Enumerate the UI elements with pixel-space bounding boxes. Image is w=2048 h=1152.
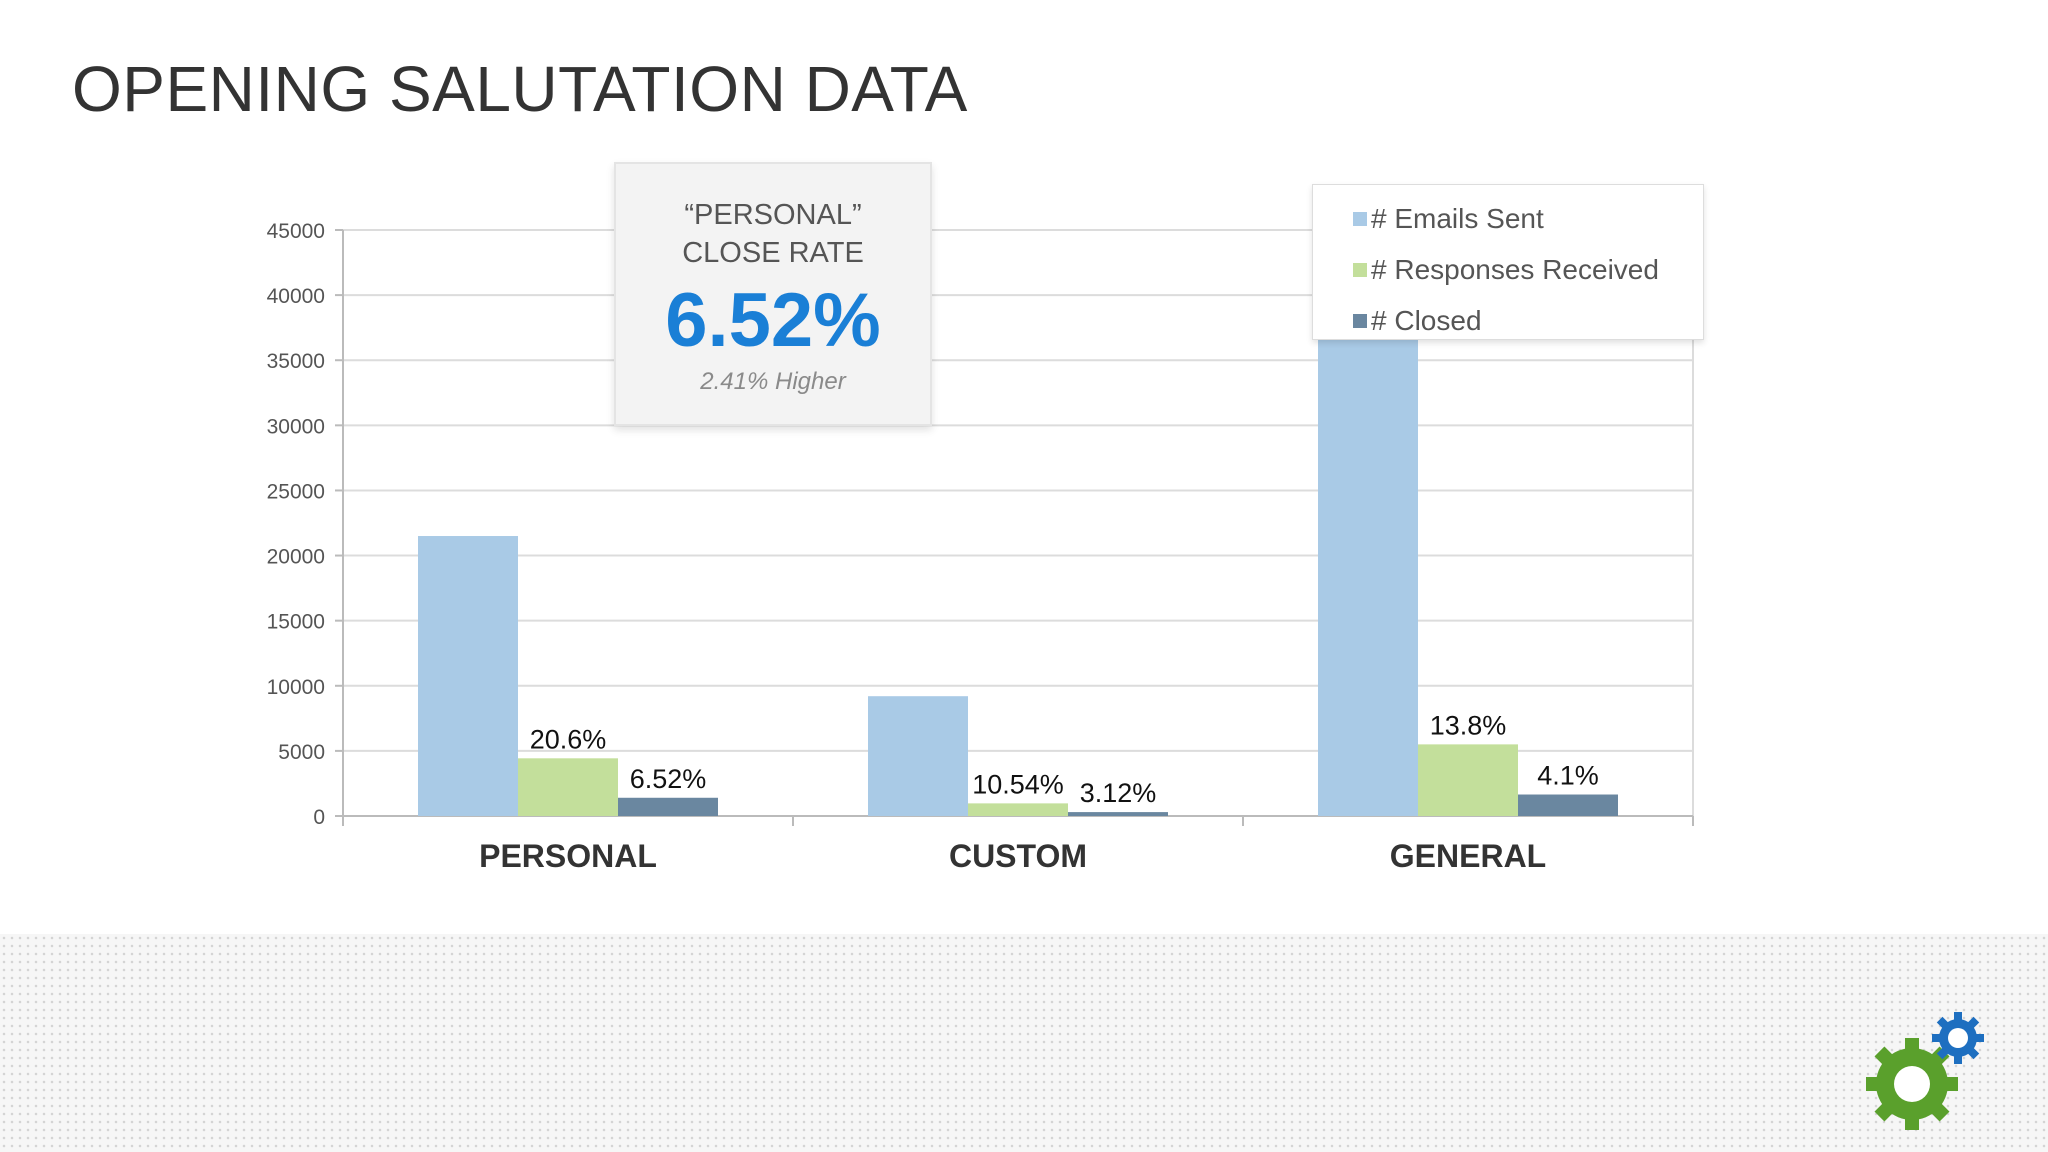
data-label: 6.52% — [630, 764, 707, 794]
bar — [1068, 812, 1168, 816]
legend-swatch — [1353, 313, 1367, 328]
gear-tooth — [1866, 1077, 1882, 1091]
callout-value: 6.52% — [665, 278, 881, 363]
callout-heading-line1: “PERSONAL” — [684, 199, 862, 231]
legend-label: # Closed — [1371, 304, 1482, 336]
data-label: 4.1% — [1537, 761, 1599, 791]
gear-tooth — [1874, 1100, 1896, 1122]
gear-tooth — [1932, 1034, 1944, 1042]
green-gear-icon — [1866, 1038, 1958, 1130]
x-category-label: GENERAL — [1390, 838, 1546, 874]
slide-title: OPENING SALUTATION DATA — [72, 53, 968, 125]
bar — [1318, 334, 1418, 816]
legend-item-responses-received: # Responses Received — [1313, 244, 1703, 295]
callout-heading: “PERSONAL” CLOSE RATE — [616, 196, 930, 272]
gear-tooth — [1928, 1100, 1950, 1122]
x-category-label: CUSTOM — [949, 838, 1087, 874]
data-label: 10.54% — [972, 769, 1064, 799]
callout-note: 2.41% Higher — [700, 368, 846, 395]
gear-tooth — [1965, 1016, 1980, 1031]
callout-heading-line2: CLOSE RATE — [682, 237, 864, 269]
bar — [868, 696, 968, 816]
gear-tooth — [1936, 1016, 1951, 1031]
dotted-footer-background — [0, 934, 2048, 1152]
legend-label: # Responses Received — [1371, 253, 1659, 285]
gear-tooth — [1954, 1052, 1962, 1064]
legend-item-emails-sent: # Emails Sent — [1313, 193, 1703, 244]
gear-tooth — [1936, 1045, 1951, 1060]
gear-tooth — [1942, 1077, 1958, 1091]
y-tick-label: 5000 — [278, 741, 325, 764]
x-category-label: PERSONAL — [479, 838, 657, 874]
legend-swatch — [1353, 262, 1367, 277]
y-tick-label: 15000 — [267, 611, 325, 634]
gear-tooth — [1954, 1012, 1962, 1024]
bar — [1518, 794, 1618, 816]
chart-gridlines — [343, 229, 1694, 816]
gear-tooth — [1905, 1114, 1919, 1130]
bar — [518, 758, 618, 816]
chart-bars — [418, 334, 1618, 816]
gear-tooth — [1972, 1034, 1984, 1042]
blue-gear-icon — [1932, 1012, 1984, 1064]
bar-chart: 0 5000 10000 15000 20000 25000 30000 35000 40000… — [267, 220, 1694, 874]
gear-tooth — [1874, 1046, 1896, 1068]
y-tick-label: 30000 — [267, 415, 325, 438]
data-label: 3.12% — [1080, 778, 1157, 808]
gear-tooth — [1905, 1038, 1919, 1054]
y-tick-label: 40000 — [267, 285, 325, 308]
bar — [418, 536, 518, 816]
legend-label: # Emails Sent — [1371, 202, 1544, 234]
gears-logo-icon — [1866, 1012, 1984, 1130]
chart-labels: 0 5000 10000 15000 20000 25000 30000 35000 40000… — [267, 220, 1599, 874]
y-tick-label: 45000 — [267, 220, 325, 243]
data-label: 13.8% — [1430, 710, 1507, 740]
bar — [618, 797, 718, 816]
y-tick-label: 10000 — [267, 676, 325, 699]
y-tick-label: 0 — [313, 806, 325, 829]
legend-item-closed: # Closed — [1313, 295, 1703, 346]
gear-tooth — [1965, 1045, 1980, 1060]
y-tick-label: 25000 — [267, 480, 325, 503]
close-rate-callout: “PERSONAL” CLOSE RATE 6.52% 2.41% Higher — [614, 162, 932, 426]
bar — [968, 803, 1068, 816]
bar — [1418, 744, 1518, 816]
y-tick-label: 35000 — [267, 350, 325, 373]
y-tick-label: 20000 — [267, 546, 325, 569]
legend-swatch — [1353, 211, 1367, 226]
chart-legend: # Emails Sent # Responses Received # Clo… — [1312, 184, 1704, 340]
data-label: 20.6% — [530, 724, 607, 754]
